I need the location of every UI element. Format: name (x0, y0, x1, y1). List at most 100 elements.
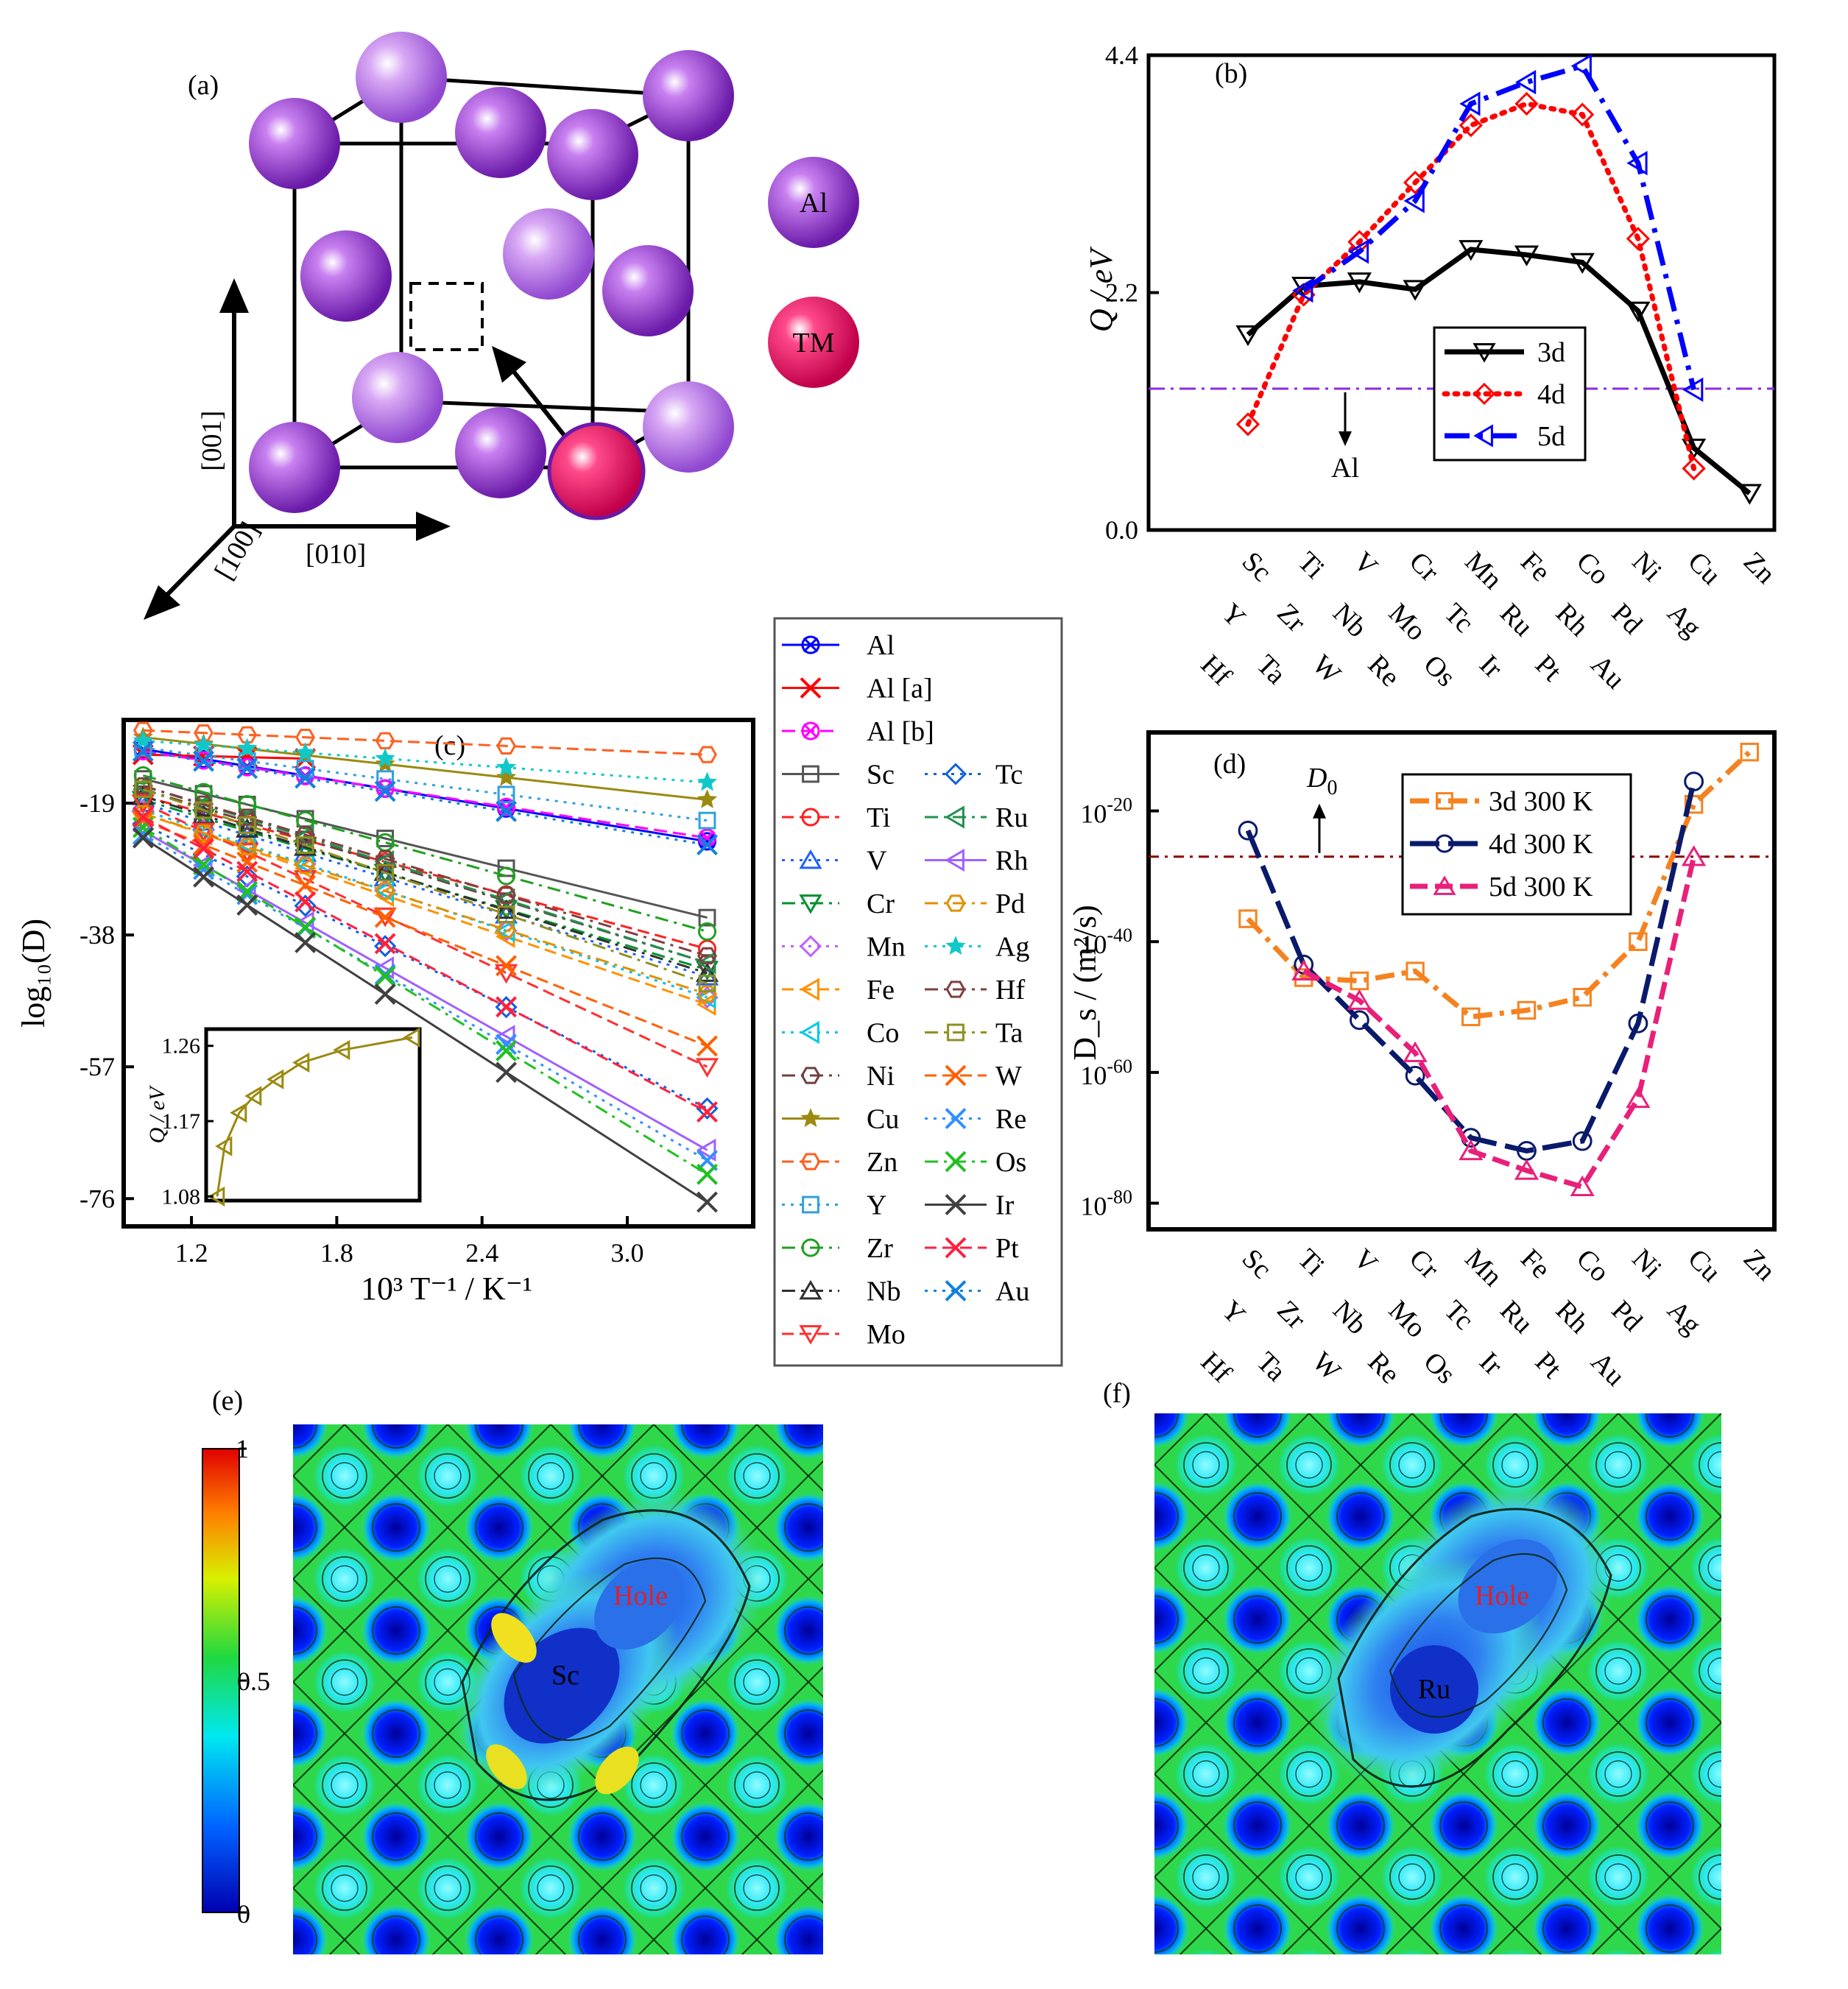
panel-c-point-Os (295, 916, 317, 939)
panel-d-point-4d 300 K (1238, 820, 1258, 841)
legend-tm-atom (768, 297, 859, 388)
panel-c-legend-items: Al Al [a] Al [b] Sc Ti V Cr Mn Fe Co Ni Cu Zn Y Zr Nb Mo… (782, 630, 1029, 1350)
panel-d-point-5d 300 K (1403, 1041, 1428, 1062)
panel-d-legend-marker (1435, 834, 1454, 853)
panel-b-category-label: Au (1585, 649, 1632, 696)
panel-c-point-Ag (193, 735, 214, 754)
panel-d-d0-arrowhead (1313, 803, 1326, 819)
panel-b-chart: (b) 0.0 2.2 4.4 Q / eV Al Sc Ti V Cr Mn Fe Co Ni C… (1083, 40, 1781, 695)
legend-marker (801, 721, 820, 741)
legend-label: Ta (995, 1018, 1023, 1049)
panel-c-point-Pt (236, 861, 258, 883)
panel-b-point-5d (1403, 188, 1425, 213)
panel-c-point-Mn (696, 986, 719, 1009)
panel-c-point-Ag (696, 771, 718, 791)
panel-d-category-label: Y (1216, 1295, 1252, 1331)
panel-c-point-Mo (131, 794, 155, 814)
legend-marker (801, 808, 820, 827)
panel-c-point-Cu (495, 766, 517, 786)
panel-b-category-label: Hf (1195, 649, 1238, 692)
panel-b-point-3d (1347, 272, 1372, 294)
panel-c-point-Au (295, 767, 317, 789)
panel-d-legend-label: 5d 300 K (1489, 872, 1593, 902)
legend-label: Ti (867, 802, 890, 833)
panel-f-map (1154, 1413, 1721, 1954)
panel-c-xlabel: 10³ T⁻¹ / K⁻¹ (361, 1271, 532, 1307)
panel-c-point-W (495, 955, 517, 977)
inset-frame (204, 1027, 422, 1203)
panel-b-line-5d (1302, 63, 1696, 391)
panel-b-point-4d (1570, 102, 1595, 127)
panel-c-point-Ir (295, 932, 317, 953)
panel-c-point-Ir (193, 866, 214, 888)
legend-al-label: Al (800, 188, 828, 219)
panel-c-ytick-label: -57 (80, 1052, 115, 1081)
legend-label: Pt (995, 1233, 1019, 1264)
panel-b-legend-label: 4d (1537, 379, 1565, 410)
panel-d-category-label: Au (1585, 1346, 1632, 1393)
panel-c-chart: (c) 1.2 1.8 2.4 3.0 -19 -38 -57 -76 10³ T⁻¹ / K… (15, 718, 755, 1307)
panel-c-frame (121, 718, 755, 1229)
panel-d-point-5d 300 K (1514, 1159, 1540, 1180)
panel-d-legend-marker (1433, 875, 1456, 895)
panel-c-point-Pt (495, 996, 517, 1018)
panel-c-point-Sc (698, 908, 716, 927)
tm-atom (547, 422, 646, 520)
panel-b-category-label: Zn (1738, 546, 1782, 590)
panel-b-point-5d (1682, 377, 1704, 403)
panel-b-category-label: Rh (1550, 598, 1595, 643)
panel-c-xtick-label: 3.0 (611, 1238, 644, 1268)
panel-c-point-Ir (374, 983, 396, 1005)
legend-marker (800, 1020, 819, 1045)
legend-marker (945, 981, 966, 998)
legend-marker (801, 635, 820, 654)
panel-c-line-Nb (142, 795, 708, 975)
panel-b-point-3d (1403, 280, 1428, 301)
panel-c-line-Mo (142, 802, 708, 1068)
legend-label: Zn (867, 1147, 897, 1178)
panel-c-series (131, 721, 719, 1213)
panel-c-point-Cu (696, 789, 718, 808)
panel-b-line-3d (1246, 247, 1752, 495)
al-atom (547, 109, 638, 200)
inset-point (292, 1052, 310, 1073)
legend-label: Pd (995, 888, 1025, 919)
panel-c-ytick-label: -76 (80, 1184, 115, 1213)
panel-c-point-Ru (495, 888, 515, 911)
panel-c-point-Ag (295, 742, 316, 762)
panel-c-point-Pd (697, 985, 717, 1003)
panel-b-category-label: Y (1216, 598, 1252, 634)
panel-b-point-3d (1235, 325, 1260, 347)
legend-label: Ir (995, 1190, 1015, 1221)
panel-d-category-label: Ir (1473, 1346, 1509, 1382)
panel-d-ytick-label: 10-80 (1080, 1186, 1132, 1220)
legend-marker (945, 936, 966, 955)
inset-ytick-label: 1.26 (162, 1034, 201, 1059)
panel-b-category-label: Mo (1383, 598, 1432, 647)
panel-c-point-Ta (497, 905, 515, 924)
panel-c-point-Pt (696, 1101, 718, 1123)
panel-b-category-label: Ru (1494, 598, 1539, 643)
panel-c-point-W (696, 1035, 718, 1057)
panel-d-point-3d 300 K (1684, 794, 1704, 814)
panel-b-category-label: Ir (1473, 649, 1509, 685)
panel-d-point-3d 300 K (1238, 909, 1258, 928)
legend-label: Nb (867, 1276, 900, 1307)
panel-d-point-3d 300 K (1517, 1000, 1537, 1020)
legend-marker (800, 677, 822, 699)
panel-d-line-4d 300 K (1245, 780, 1697, 1154)
panel-b-categories: Sc Ti V Cr Mn Fe Co Ni Cu Zn Y Zr Nb Mo Tc Ru Rh Pd Ag Hf Ta… (1195, 546, 1782, 696)
panel-c-point-Y (698, 811, 716, 830)
panel-d-legend-label: 4d 300 K (1489, 829, 1593, 860)
panel-b-legend-marker (1473, 382, 1496, 406)
inset-ytick-label: 1.17 (162, 1109, 201, 1134)
panel-c-point-Pt (132, 806, 154, 828)
panel-b-point-5d (1459, 91, 1481, 116)
panel-c-legend: Al Al [a] Al [b] Sc Ti V Cr Mn Fe Co Ni Cu Zn Y Zr Nb Mo… (773, 617, 1063, 1367)
al-atom (300, 230, 392, 322)
panel-c-point-Re (495, 1034, 517, 1056)
panel-c-line-Zn (143, 729, 708, 756)
legend-label: Re (995, 1104, 1026, 1135)
panel-c-point-Ta (238, 816, 256, 834)
panel-c-point-Ta (376, 863, 395, 882)
